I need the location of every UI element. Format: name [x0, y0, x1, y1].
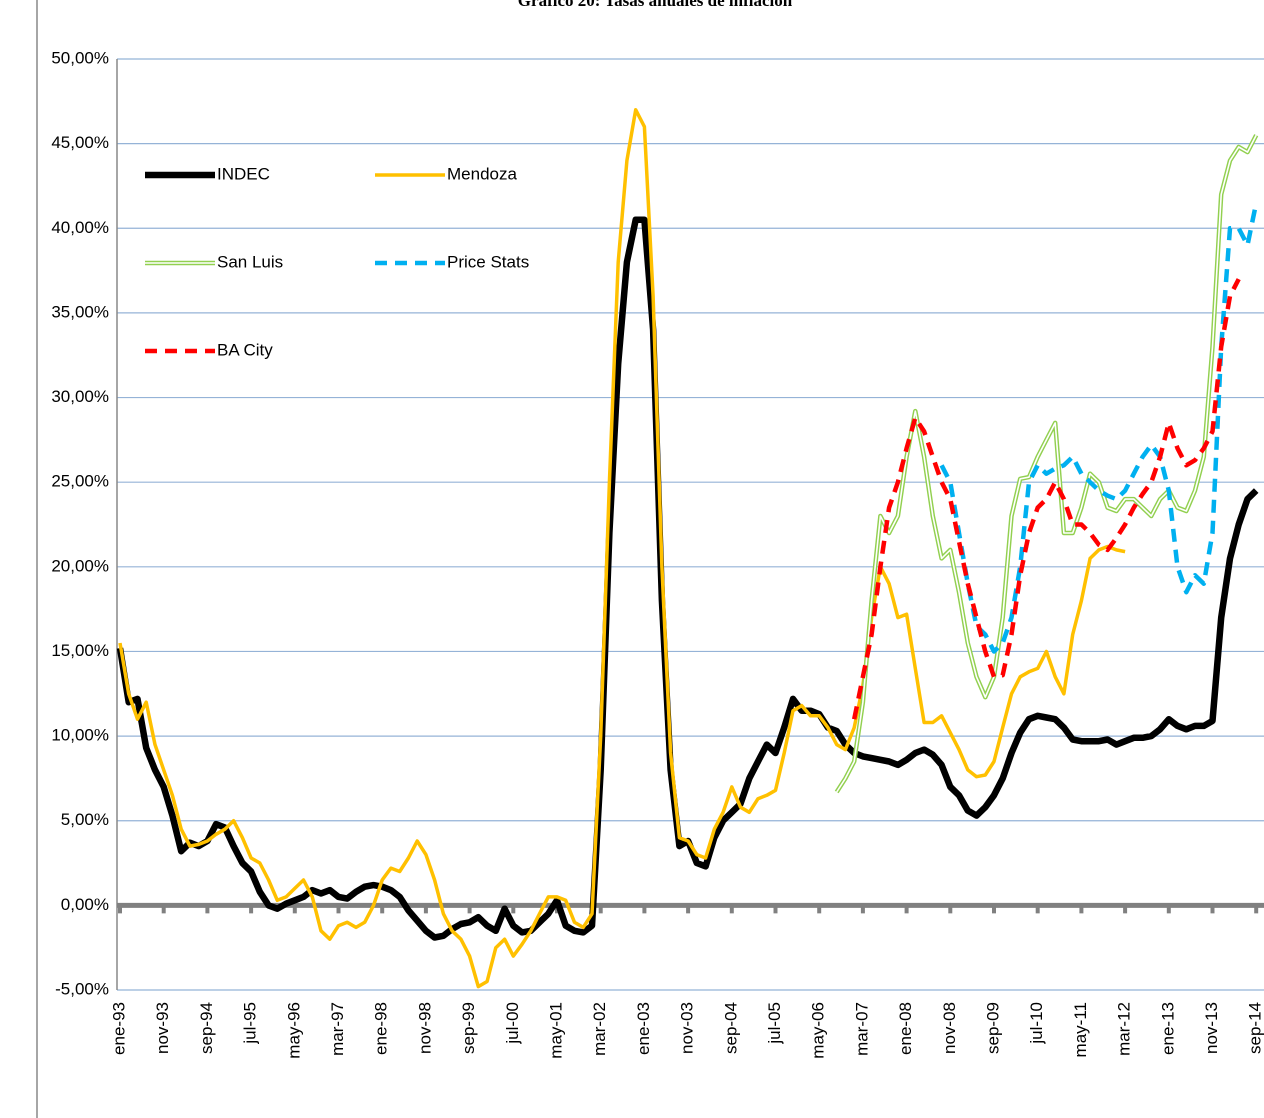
x-tick-label: may-96: [284, 1002, 303, 1059]
y-tick-label: 10,00%: [51, 726, 109, 745]
y-tick-label: 20,00%: [51, 556, 109, 575]
x-tick-label: mar-02: [590, 1002, 609, 1056]
y-tick-label: 30,00%: [51, 387, 109, 406]
x-tick-label: jul-10: [1027, 1002, 1046, 1045]
y-tick-label: 5,00%: [61, 810, 109, 829]
x-tick-label: ene-08: [896, 1002, 915, 1055]
x-tick-label: jul-05: [765, 1002, 784, 1045]
legend-label: Price Stats: [447, 252, 529, 271]
x-tick-label: sep-09: [983, 1002, 1002, 1054]
x-tick-label: ene-93: [109, 1002, 128, 1055]
y-tick-label: 15,00%: [51, 641, 109, 660]
x-tick-label: nov-13: [1202, 1002, 1221, 1054]
x-tick-label: nov-98: [415, 1002, 434, 1054]
x-tick-label: jul-95: [241, 1002, 260, 1045]
x-tick-label: sep-94: [197, 1002, 216, 1054]
x-tick-label: nov-08: [940, 1002, 959, 1054]
x-tick-label: jul-00: [503, 1002, 522, 1045]
y-tick-label: -5,00%: [55, 979, 109, 998]
y-tick-label: 35,00%: [51, 302, 109, 321]
x-tick-label: ene-13: [1158, 1002, 1177, 1055]
x-tick-label: may-11: [1071, 1002, 1090, 1057]
x-tick-label: nov-93: [153, 1002, 172, 1054]
series-line: [939, 202, 1259, 654]
legend-label: BA City: [217, 340, 273, 359]
chart-frame: [36, 0, 38, 1118]
x-tick-label: sep-04: [721, 1002, 740, 1054]
y-tick-label: 40,00%: [51, 218, 109, 237]
legend-label: San Luis: [217, 252, 283, 271]
x-tick-label: mar-12: [1115, 1002, 1134, 1056]
legend-label: Mendoza: [447, 164, 517, 183]
series-line: [118, 108, 1126, 989]
x-tick-label: may-01: [546, 1002, 565, 1059]
y-tick-label: 50,00%: [51, 48, 109, 67]
x-tick-label: sep-99: [459, 1002, 478, 1054]
x-tick-label: mar-07: [852, 1002, 871, 1056]
series-line-core: [836, 134, 1257, 793]
legend-label: INDEC: [217, 164, 270, 183]
x-tick-label: ene-98: [372, 1002, 391, 1055]
x-tick-label: ene-03: [634, 1002, 653, 1055]
x-tick-label: mar-97: [328, 1002, 347, 1056]
y-tick-label: 45,00%: [51, 133, 109, 152]
x-tick-label: nov-03: [678, 1002, 697, 1054]
chart-title: Gráfico 20: Tasas anuales de inflación: [518, 0, 793, 10]
y-tick-label: 0,00%: [61, 895, 109, 914]
y-tick-label: 25,00%: [51, 472, 109, 491]
x-tick-label: sep-14: [1246, 1002, 1264, 1054]
x-tick-label: may-06: [809, 1002, 828, 1059]
